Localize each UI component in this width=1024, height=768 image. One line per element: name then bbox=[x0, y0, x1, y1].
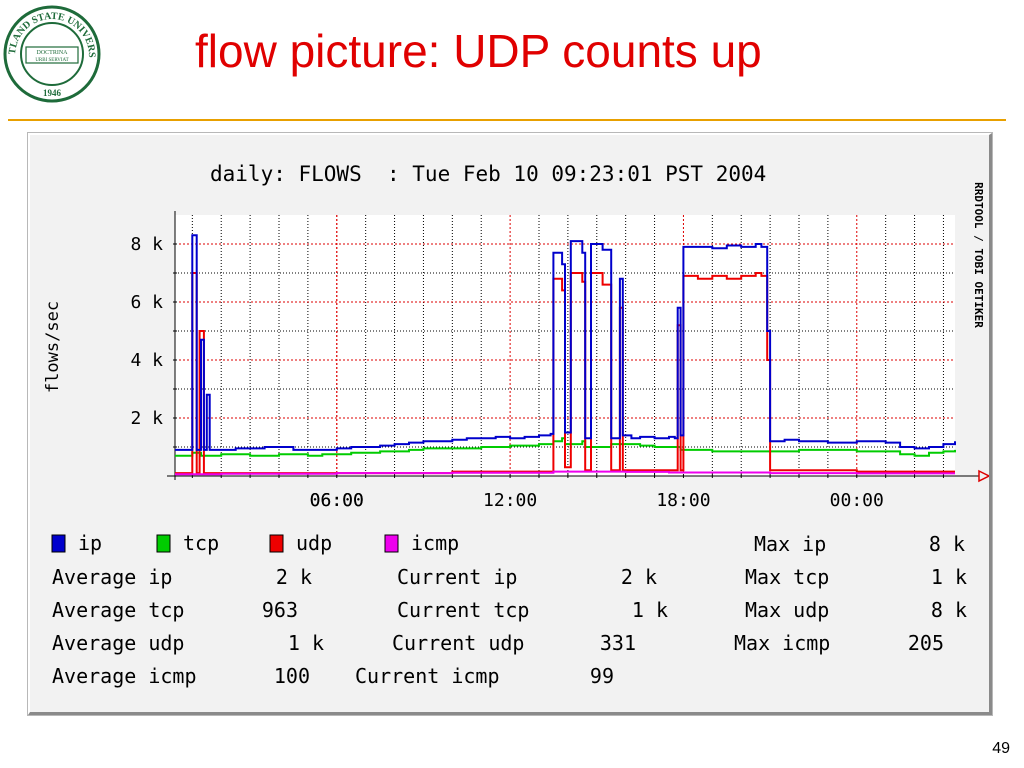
stat-label: Current tcp bbox=[397, 598, 529, 622]
legend-label-udp: udp bbox=[296, 531, 332, 555]
seal-banner bbox=[25, 46, 79, 64]
stat-value: 1 k bbox=[931, 565, 967, 589]
x-tick-label: 06:00 bbox=[310, 490, 364, 511]
stat-label: Current icmp bbox=[355, 664, 500, 688]
rrdtool-watermark: RRDTOOL / TOBI OETIKER bbox=[972, 182, 985, 328]
stat-value: 1 k bbox=[632, 598, 668, 622]
stat-label: Current ip bbox=[397, 565, 517, 589]
seal-inner-ring bbox=[20, 22, 84, 86]
flows-chart: daily: FLOWS : Tue Feb 10 09:23:01 PST 2… bbox=[43, 162, 989, 688]
stat-value: 2 k bbox=[621, 565, 657, 589]
series-line-icmp bbox=[175, 470, 955, 476]
stat-label: Average icmp bbox=[52, 664, 197, 688]
stat-value: 205 bbox=[908, 631, 944, 655]
seal-motto-line1: DOCTRINA bbox=[37, 50, 69, 56]
stat-label: Average tcp bbox=[52, 598, 184, 622]
series-line-tcp bbox=[175, 437, 956, 457]
chart-title: daily: FLOWS : Tue Feb 10 09:23:01 PST 2… bbox=[210, 162, 766, 186]
legend-label-ip: ip bbox=[78, 531, 102, 555]
stat-value: 8 k bbox=[931, 598, 967, 622]
university-seal-logo: PORTLAND STATE UNIVERSITY DOCTRINA URBI … bbox=[2, 4, 101, 103]
page-number: 49 bbox=[992, 740, 1010, 757]
y-tick-label: 2 k bbox=[130, 408, 163, 429]
stat-label: Max tcp bbox=[745, 565, 829, 589]
stat-value: 963 bbox=[262, 598, 298, 622]
stat-label: Max icmp bbox=[734, 631, 830, 655]
legend-swatch-tcp bbox=[156, 534, 171, 553]
legend-label-icmp: icmp bbox=[411, 531, 459, 555]
seal-year: 1946 bbox=[43, 88, 62, 98]
legend: ip tcp udp icmp bbox=[51, 531, 459, 555]
x-tick-label: 12:00 bbox=[483, 490, 537, 511]
rrd-graph-panel: daily: FLOWS : Tue Feb 10 09:23:01 PST 2… bbox=[27, 132, 993, 716]
seal-motto-line2: URBI SERVIAT bbox=[35, 58, 68, 63]
stat-value: 100 bbox=[274, 664, 310, 688]
legend-swatch-icmp bbox=[384, 534, 399, 553]
slide-title: flow picture: UDP counts up bbox=[195, 25, 762, 77]
legend-swatch-ip bbox=[51, 534, 66, 553]
y-tick-label: 4 k bbox=[130, 350, 163, 371]
series-line-ip bbox=[175, 234, 956, 451]
stat-value: 1 k bbox=[288, 631, 324, 655]
stat-label: Average ip bbox=[52, 565, 172, 589]
stat-label: Current udp bbox=[392, 631, 524, 655]
y-axis-label: flows/sec bbox=[43, 301, 63, 393]
stat-label: Max ip bbox=[754, 532, 826, 556]
x-tick-label: 00:00 bbox=[830, 490, 884, 511]
legend-label-tcp: tcp bbox=[183, 531, 219, 555]
stat-value: 2 k bbox=[276, 565, 312, 589]
title-divider bbox=[8, 119, 1006, 121]
y-tick-label: 6 k bbox=[130, 292, 163, 313]
statistics-table: Max ip 8 k Average ip 2 k Current ip 2 k Max t… bbox=[52, 532, 967, 688]
seal-outer-ring bbox=[3, 5, 101, 103]
stat-value: 8 k bbox=[929, 532, 965, 556]
stat-label: Max udp bbox=[745, 598, 829, 622]
y-tick-label: 8 k bbox=[130, 234, 163, 255]
x-tick-label: 06:00 bbox=[310, 490, 364, 511]
legend-swatch-udp bbox=[269, 534, 284, 553]
stat-value: 99 bbox=[590, 664, 614, 688]
stat-value: 331 bbox=[600, 631, 636, 655]
x-tick-label: 18:00 bbox=[656, 490, 710, 511]
x-axis-arrow bbox=[978, 469, 989, 483]
stat-label: Average udp bbox=[52, 631, 184, 655]
